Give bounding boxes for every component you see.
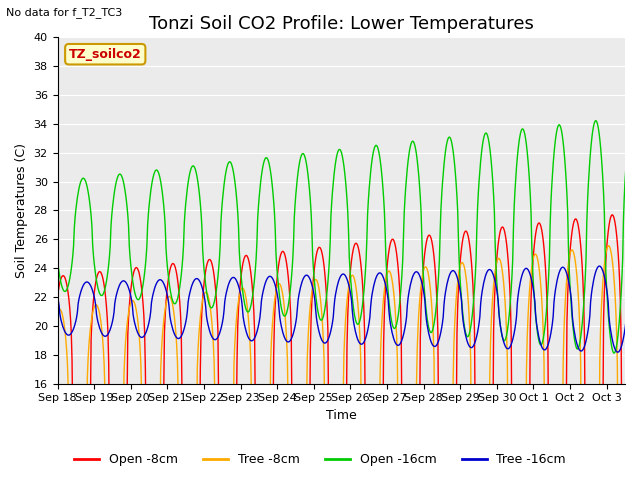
Text: TZ_soilco2: TZ_soilco2 <box>69 48 141 60</box>
Tree -8cm <box>281 313 289 319</box>
Tree -16cm <box>230 275 238 280</box>
Tree -16cm <box>614 349 621 355</box>
Line: Tree -16cm: Tree -16cm <box>58 265 640 352</box>
Tree -8cm <box>122 330 130 336</box>
Tree -16cm <box>444 278 452 284</box>
Tree -16cm <box>122 280 130 286</box>
Tree -8cm <box>54 309 61 314</box>
Title: Tonzi Soil CO2 Profile: Lower Temperatures: Tonzi Soil CO2 Profile: Lower Temperatur… <box>149 15 534 33</box>
Line: Open -16cm: Open -16cm <box>58 117 640 353</box>
Open -8cm <box>230 478 238 480</box>
Open -8cm <box>608 212 616 218</box>
Open -16cm <box>611 350 618 356</box>
Tree -16cm <box>281 336 289 342</box>
Open -16cm <box>281 313 289 319</box>
Open -8cm <box>281 253 289 259</box>
Tree -16cm <box>259 289 267 295</box>
X-axis label: Time: Time <box>326 409 356 422</box>
Tree -16cm <box>411 270 419 276</box>
Open -16cm <box>259 163 267 169</box>
Tree -16cm <box>632 262 639 268</box>
Open -16cm <box>230 172 238 178</box>
Line: Tree -8cm: Tree -8cm <box>58 245 640 480</box>
Open -8cm <box>122 434 130 440</box>
Open -16cm <box>54 258 61 264</box>
Open -16cm <box>411 143 419 149</box>
Text: No data for f_T2_TC3: No data for f_T2_TC3 <box>6 7 123 18</box>
Legend: Open -8cm, Tree -8cm, Open -16cm, Tree -16cm: Open -8cm, Tree -8cm, Open -16cm, Tree -… <box>69 448 571 471</box>
Open -16cm <box>628 114 636 120</box>
Open -16cm <box>122 197 130 203</box>
Y-axis label: Soil Temperatures (C): Soil Temperatures (C) <box>15 143 28 278</box>
Tree -16cm <box>54 294 61 300</box>
Open -16cm <box>444 136 452 142</box>
Open -8cm <box>54 294 61 300</box>
Tree -8cm <box>230 362 238 368</box>
Line: Open -8cm: Open -8cm <box>58 215 640 480</box>
